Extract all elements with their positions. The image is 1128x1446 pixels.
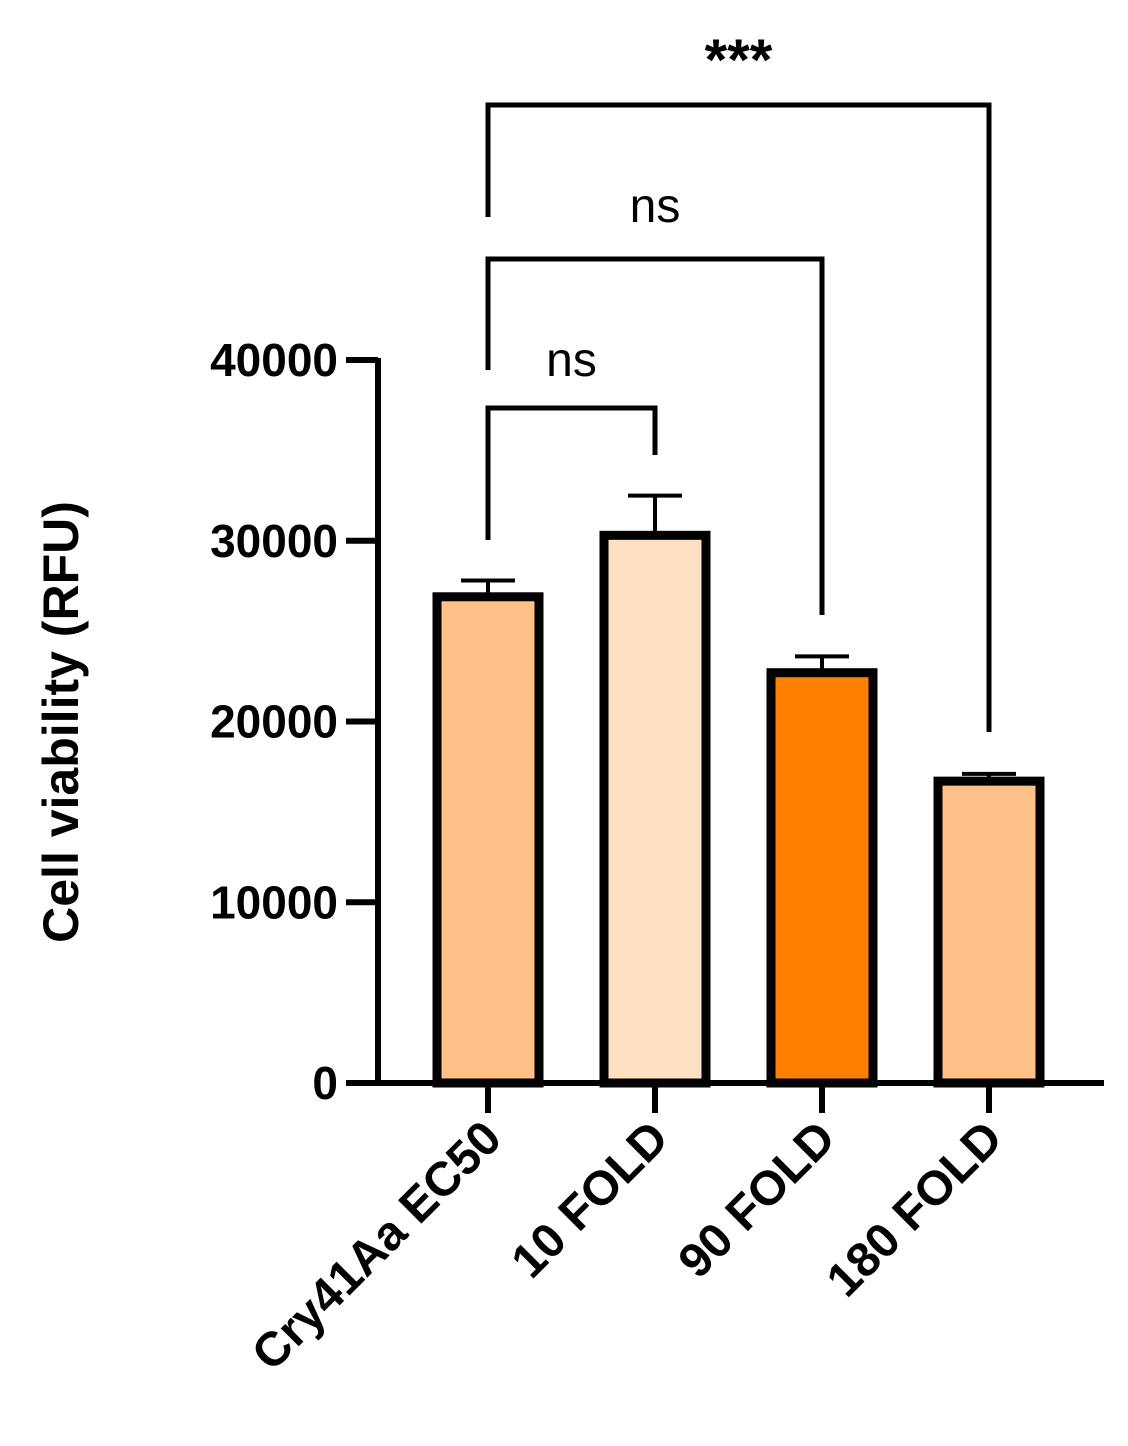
significance-label-0: ns <box>546 334 597 387</box>
significance-bracket-1 <box>485 256 825 615</box>
y-tick-label-2: 20000 <box>210 696 338 748</box>
bars-group <box>432 530 1045 1088</box>
error-bars-group <box>461 493 1016 782</box>
bar-2 <box>766 668 878 1088</box>
y-tick-label-0: 0 <box>312 1057 338 1109</box>
bar-3 <box>933 776 1045 1088</box>
bar-1 <box>599 530 711 1088</box>
significance-bracket-0 <box>485 405 658 540</box>
y-axis-label: Cell viability (RFU) <box>33 501 89 943</box>
y-tick-label-1: 10000 <box>210 876 338 928</box>
significance-brackets: ns ns *** <box>485 28 992 732</box>
significance-label-2: *** <box>705 28 773 93</box>
y-tick-label-3: 30000 <box>210 515 338 567</box>
x-tick-label-0: Cry41Aa EC50 <box>242 1111 512 1381</box>
x-tick-label-2: 90 FOLD <box>669 1111 846 1288</box>
x-tick-label-3: 180 FOLD <box>817 1111 1013 1307</box>
significance-label-1: ns <box>630 180 681 233</box>
significance-bracket-2 <box>485 102 992 732</box>
bar-0 <box>432 592 544 1088</box>
x-tick-label-1: 10 FOLD <box>502 1111 679 1288</box>
y-tick-label-4: 40000 <box>210 334 338 386</box>
